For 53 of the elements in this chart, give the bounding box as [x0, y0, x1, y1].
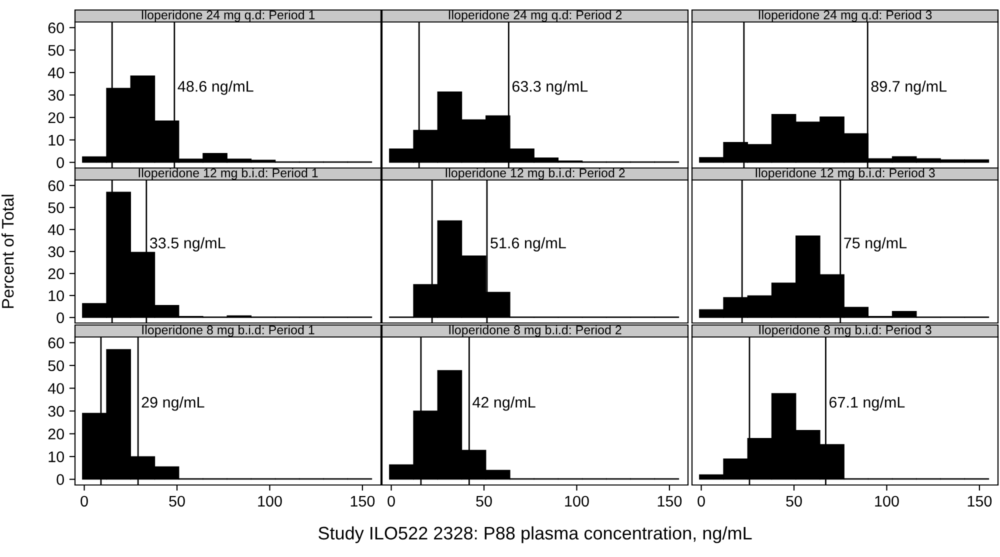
x-tick-label: 150	[350, 496, 375, 507]
chart-title: Iloperidone 12 mg b.i.d: Period 1	[138, 168, 318, 180]
x-tick-label: 100	[875, 496, 899, 507]
x-tick-label: 50	[476, 496, 492, 507]
chart-title: Iloperidone 24 mg q.d: Period 1	[142, 10, 315, 22]
y-tick-label: 10	[48, 451, 64, 462]
ref-line-label: 51.6 ng/mL	[490, 237, 566, 252]
chart-title: Iloperidone 8 mg b.i.d: Period 3	[759, 325, 932, 337]
y-tick-label: 50	[48, 360, 64, 372]
y-tick-label: 60	[48, 338, 64, 348]
chart-title: Iloperidone 12 mg b.i.d: Period 2	[446, 168, 625, 180]
x-tick-label: 100	[565, 496, 589, 507]
x-tick-label: 0	[698, 496, 705, 507]
ref-line-label: 75 ng/mL	[844, 237, 907, 252]
y-tick-label: 20	[48, 112, 64, 124]
x-tick-label: 0	[80, 496, 88, 507]
y-tick-label: 40	[48, 383, 64, 394]
ref-line-label: 89.7 ng/mL	[871, 80, 947, 95]
ref-line-label: 63.3 ng/mL	[512, 80, 588, 95]
ref-line-label: 67.1 ng/mL	[829, 396, 905, 411]
x-tick-label: 150	[968, 496, 992, 507]
chart-title: Iloperidone 8 mg b.i.d: Period 1	[142, 325, 314, 337]
y-tick-label: 0	[56, 474, 64, 485]
ref-line-label: 42 ng/mL	[472, 396, 536, 411]
ref-line-label: 33.5 ng/mL	[150, 237, 226, 252]
y-tick-label: 40	[48, 224, 64, 236]
x-tick-label: 0	[388, 496, 395, 507]
y-tick-label: 50	[48, 44, 64, 56]
chart-title: Iloperidone 24 mg q.d: Period 2	[448, 10, 622, 22]
y-tick-label: 60	[48, 180, 64, 192]
x-tick-label: 150	[658, 496, 682, 507]
y-tick-label: 20	[48, 428, 64, 440]
chart-title: Iloperidone 12 mg b.i.d: Period 3	[756, 168, 935, 180]
y-tick-label: 0	[56, 312, 64, 324]
y-axis-title: Percent of Total	[2, 194, 14, 308]
ref-line-label: 48.6 ng/mL	[178, 80, 254, 95]
y-tick-label: 30	[48, 246, 64, 258]
y-tick-label: 20	[48, 268, 64, 280]
y-tick-label: 30	[48, 406, 64, 417]
x-tick-label: 50	[169, 496, 185, 507]
y-tick-label: 10	[48, 290, 64, 302]
y-tick-label: 50	[48, 202, 64, 214]
x-axis-title: Study ILO522 2328: P88 plasma concentration, ng/mL	[318, 526, 752, 544]
y-tick-label: 60	[48, 22, 64, 34]
y-tick-label: 40	[48, 67, 64, 78]
y-tick-label: 10	[48, 134, 64, 146]
ref-line-label: 29 ng/mL	[142, 396, 204, 411]
x-tick-label: 100	[258, 496, 282, 507]
y-tick-label: 30	[48, 90, 64, 101]
chart-title: Iloperidone 8 mg b.i.d: Period 2	[449, 325, 622, 337]
y-tick-label: 0	[56, 157, 64, 168]
x-tick-label: 50	[786, 496, 802, 507]
chart-title: Iloperidone 24 mg q.d: Period 3	[758, 10, 932, 22]
